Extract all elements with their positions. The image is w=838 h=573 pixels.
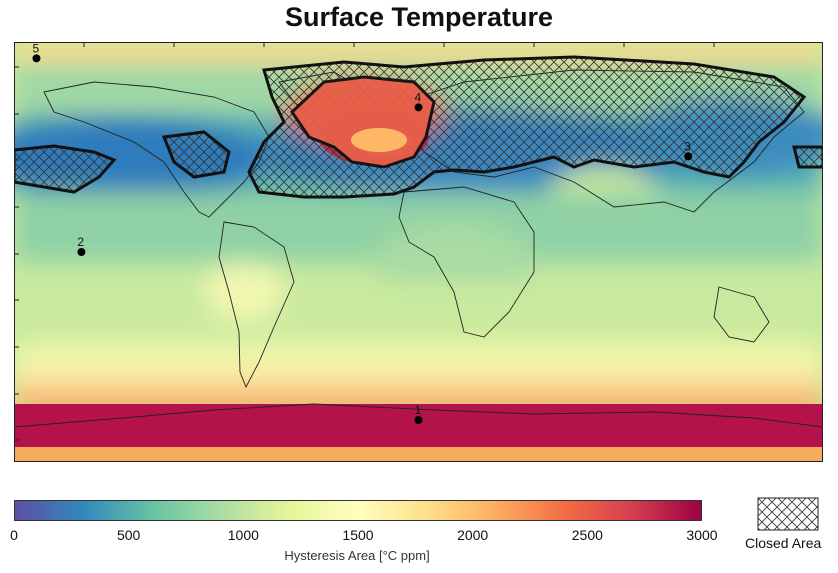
closed-area-swatch	[757, 497, 819, 531]
site-marker-label: 1	[415, 403, 422, 417]
colorbar-tick-label: 2500	[571, 527, 603, 543]
colorbar-tick-label: 1500	[342, 527, 374, 543]
site-marker-label: 2	[77, 235, 84, 249]
site-marker	[414, 103, 423, 112]
site-marker-label: 3	[684, 139, 691, 153]
site-marker	[32, 54, 41, 63]
colorbar-tick-label: 3000	[686, 527, 718, 543]
site-marker-label: 4	[415, 90, 422, 104]
colorbar-tick-label: 0	[10, 527, 18, 543]
map-title: Surface Temperature	[284, 2, 554, 32]
closed-area-label: Closed Area	[745, 535, 822, 551]
colorbar-label: Hysteresis Area [°C ppm]	[284, 548, 430, 563]
colorbar-tick-label: 2000	[457, 527, 489, 543]
site-marker	[77, 248, 86, 256]
world-map: 1 2 3 4 5	[14, 42, 823, 462]
colorbar-tick-label: 1000	[227, 527, 259, 543]
site-marker	[684, 152, 693, 161]
colorbar	[14, 500, 702, 521]
site-marker-label: 5	[32, 42, 39, 55]
site-marker	[414, 416, 423, 424]
colorbar-tick-label: 500	[116, 527, 141, 543]
